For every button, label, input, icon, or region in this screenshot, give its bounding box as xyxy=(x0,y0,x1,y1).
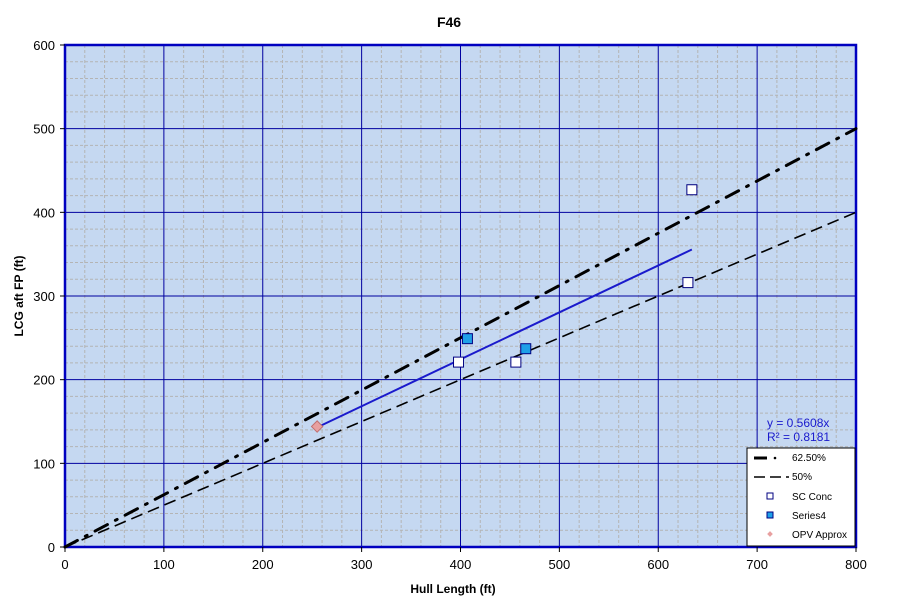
data-point-diamond xyxy=(310,420,324,433)
legend-item-opv-approx: OPV Approx xyxy=(767,530,847,541)
legend-item-50: 50% xyxy=(754,472,812,483)
legend-label: 62.50% xyxy=(792,453,826,464)
trendline-equation: y = 0.5608x xyxy=(767,416,829,430)
x-tick-label: 100 xyxy=(153,557,175,572)
y-axis-label: LCG aft FP (ft) xyxy=(12,255,26,336)
data-point-square xyxy=(682,277,694,289)
x-tick-label: 600 xyxy=(647,557,669,572)
x-tick-label: 500 xyxy=(549,557,571,572)
y-tick-label: 600 xyxy=(33,38,55,53)
chart-title: F46 xyxy=(437,14,461,30)
y-tick-label: 100 xyxy=(33,456,55,471)
legend-box xyxy=(746,447,856,547)
trendline xyxy=(316,248,693,429)
axis-ticks: 0 100 200 300 400 500 600 700 800 0 100 200 300 400 50… xyxy=(33,38,867,572)
data-point-square xyxy=(461,333,473,345)
reference-line-62.50% xyxy=(63,127,858,549)
legend-item-62-5: 62.50% xyxy=(754,453,826,464)
y-tick-label: 0 xyxy=(48,540,55,555)
legend-item-series4: Series4 xyxy=(766,511,826,522)
y-tick-label: 200 xyxy=(33,373,55,388)
y-tick-label: 500 xyxy=(33,122,55,137)
legend-label: OPV Approx xyxy=(792,530,847,541)
x-tick-label: 0 xyxy=(61,557,68,572)
data-point-square xyxy=(453,356,465,368)
legend-label: Series4 xyxy=(792,511,826,522)
x-axis-label: Hull Length (ft) xyxy=(410,582,495,596)
data-point-square xyxy=(686,184,698,196)
x-tick-label: 800 xyxy=(845,557,867,572)
data-series xyxy=(63,127,858,549)
blue-square-icon xyxy=(766,511,774,519)
diamond-icon xyxy=(767,531,773,537)
trendline-r2: R² = 0.8181 xyxy=(767,430,830,444)
x-tick-label: 400 xyxy=(450,557,472,572)
white-square-icon xyxy=(766,492,774,500)
x-tick-label: 300 xyxy=(351,557,373,572)
legend-label: SC Conc xyxy=(792,492,832,503)
data-point-square xyxy=(510,356,522,368)
y-tick-label: 400 xyxy=(33,205,55,220)
x-tick-label: 200 xyxy=(252,557,274,572)
y-tick-label: 300 xyxy=(33,289,55,304)
legend-item-sc-conc: SC Conc xyxy=(766,492,832,503)
x-tick-label: 700 xyxy=(746,557,768,572)
legend-label: 50% xyxy=(792,472,812,483)
data-point-square xyxy=(520,343,532,355)
legend: 62.50% 50% SC Conc Series4 OPV Approx xyxy=(746,447,856,547)
